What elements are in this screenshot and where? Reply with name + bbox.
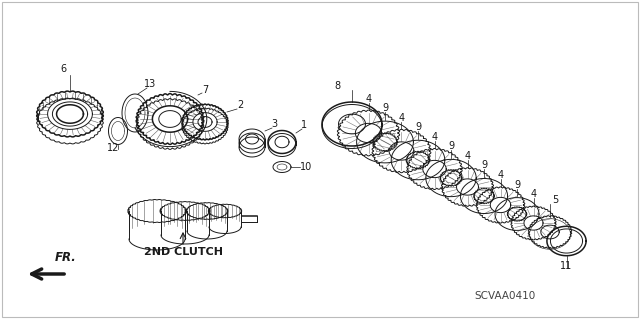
Text: 4: 4: [531, 189, 536, 199]
Text: 12: 12: [107, 143, 119, 153]
Text: 9: 9: [415, 122, 421, 132]
Text: 7: 7: [202, 85, 208, 95]
Text: 6: 6: [60, 64, 66, 74]
Text: 4: 4: [465, 151, 470, 161]
Text: 4: 4: [399, 113, 404, 123]
Text: 9: 9: [514, 180, 520, 189]
Text: 2: 2: [237, 100, 243, 110]
Text: 9: 9: [448, 141, 454, 151]
Text: FR.: FR.: [55, 251, 77, 264]
Text: 11: 11: [561, 261, 573, 271]
Text: 9: 9: [382, 103, 388, 113]
Text: 9: 9: [481, 160, 487, 170]
Text: 4: 4: [365, 93, 372, 104]
Text: 10: 10: [300, 162, 312, 172]
Text: 4: 4: [431, 132, 438, 142]
Text: 5: 5: [552, 195, 558, 205]
Text: 3: 3: [271, 119, 277, 129]
Text: 2ND CLUTCH: 2ND CLUTCH: [143, 247, 223, 257]
Text: 1: 1: [301, 120, 307, 130]
Text: 13: 13: [144, 79, 156, 89]
Text: 4: 4: [497, 170, 504, 180]
Text: 8: 8: [334, 81, 340, 91]
Text: SCVAA0410: SCVAA0410: [474, 291, 536, 301]
